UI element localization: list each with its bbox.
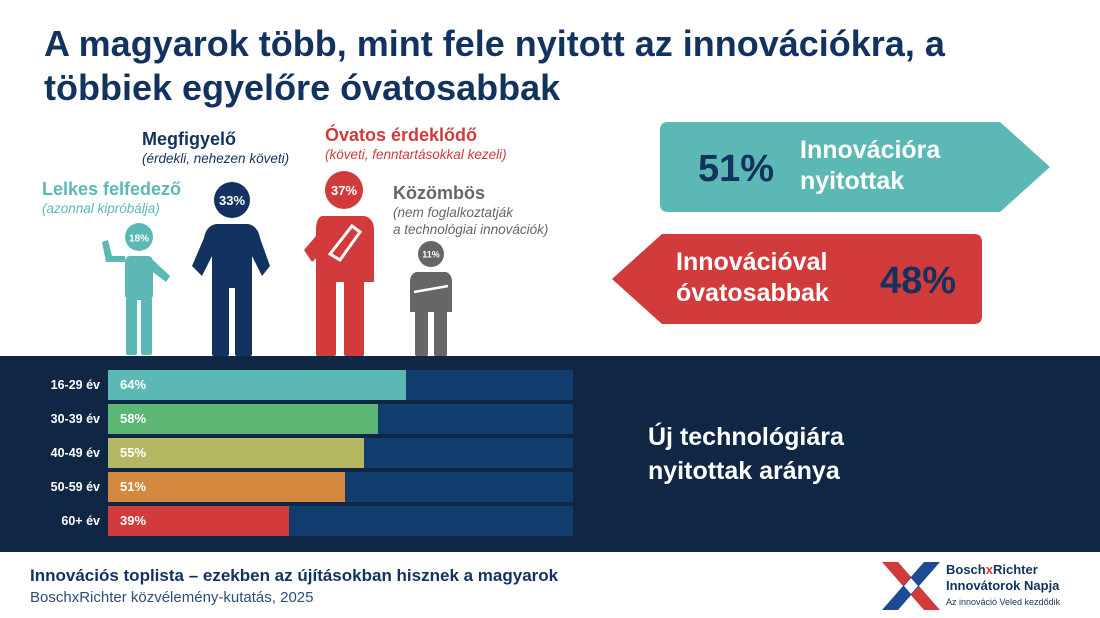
age-bar-value-label: 55% <box>120 445 147 460</box>
age-bar-fill <box>108 370 406 400</box>
cautious-share-arrow: Innovációval óvatosabbak 48% <box>612 234 982 324</box>
persona-desc: a technológiai innovációk) <box>393 222 549 237</box>
brand-logo: BoschxRichter Innovátorok Napja Az innov… <box>880 558 1090 614</box>
age-bar-fill <box>108 404 378 434</box>
age-bar-category: 50-59 év <box>50 480 100 494</box>
age-bar-fill <box>108 472 345 502</box>
age-bar-value-label: 39% <box>120 513 147 528</box>
persona-observer-label: Megfigyelő (érdekli, nehezen követi) <box>142 128 289 167</box>
age-bar-row: 40-49 év 55% <box>0 438 580 468</box>
persona-desc: (követi, fenntartásokkal kezeli) <box>325 147 507 162</box>
age-chart-label-line2: nyitottak aránya <box>648 457 840 485</box>
open-share-line1: Innovációra <box>800 136 941 164</box>
age-bar-category: 30-39 év <box>50 412 100 426</box>
cautious-figure-icon: 37% <box>304 171 374 356</box>
age-chart-band: 16-29 év 64% 30-39 év 58% 40-49 év 55% 50-59 é… <box>0 356 1100 552</box>
cautious-share-line1: Innovációval <box>676 248 828 276</box>
persona-pct: 18% <box>129 234 149 245</box>
persona-name: Megfigyelő <box>142 129 237 149</box>
open-share-arrow: 51% Innovációra nyitottak <box>660 122 1052 212</box>
persona-indifferent-label: Közömbös (nem foglalkoztatják a technoló… <box>393 182 548 238</box>
enthusiast-figure-icon: 18% <box>102 223 170 355</box>
age-bar-track: 64% <box>108 370 573 400</box>
age-bar-row: 16-29 év 64% <box>0 370 580 400</box>
age-chart-label: Új technológiára nyitottak aránya <box>648 420 844 488</box>
persona-desc: (azonnal kipróbálja) <box>42 201 160 216</box>
age-bar-value-label: 64% <box>120 377 147 392</box>
logo-line1: BoschxRichter <box>946 562 1038 577</box>
age-bar-category: 40-49 év <box>50 446 100 460</box>
age-bar-value-label: 51% <box>120 479 147 494</box>
page-title: A magyarok több, mint fele nyitott az in… <box>44 23 945 108</box>
persona-pct: 33% <box>219 193 245 208</box>
left-arrow-icon <box>612 234 982 324</box>
right-arrow-icon <box>660 122 1050 212</box>
age-bar-track: 39% <box>108 506 573 536</box>
persona-name: Lelkes felfedező <box>42 179 182 199</box>
open-share-pct: 51% <box>698 148 775 190</box>
age-bar-value-label: 58% <box>120 411 147 426</box>
observer-figure-icon: 33% <box>192 182 270 356</box>
age-bar-track: 51% <box>108 472 573 502</box>
persona-cautious-label: Óvatos érdeklődő (követi, fenntartásokka… <box>325 124 507 163</box>
footer-subtitle: BoschxRichter közvélemény-kutatás, 2025 <box>30 589 314 606</box>
age-bar-fill <box>108 506 289 536</box>
age-bar-category: 16-29 év <box>50 378 100 392</box>
age-bar-row: 30-39 év 58% <box>0 404 580 434</box>
age-bar-row: 50-59 év 51% <box>0 472 580 502</box>
age-bar-track: 58% <box>108 404 573 434</box>
age-chart-label-line1: Új technológiára <box>648 423 844 451</box>
persona-desc: (nem foglalkoztatják <box>393 205 514 220</box>
age-bar-fill <box>108 438 364 468</box>
persona-name: Óvatos érdeklődő <box>325 125 478 145</box>
persona-pct: 11% <box>422 250 440 260</box>
footer-title: Innovációs toplista – ezekben az újításo… <box>30 566 559 585</box>
persona-name: Közömbös <box>393 183 485 203</box>
cautious-share-pct: 48% <box>880 260 957 302</box>
cautious-share-line2: óvatosabbak <box>676 279 829 307</box>
persona-pct: 37% <box>331 183 357 198</box>
persona-enthusiast-label: Lelkes felfedező (azonnal kipróbálja) <box>42 178 181 217</box>
logo-line2: Innovátorok Napja <box>946 578 1060 593</box>
age-bar-track: 55% <box>108 438 573 468</box>
age-bar-category: 60+ év <box>61 514 100 528</box>
logo-tagline: Az innováció Veled kezdődik <box>946 597 1061 607</box>
open-share-line2: nyitottak <box>800 167 905 195</box>
indifferent-figure-icon: 11% <box>410 241 452 356</box>
age-bar-row: 60+ év 39% <box>0 506 580 536</box>
persona-desc: (érdekli, nehezen követi) <box>142 151 290 166</box>
x-logo-icon <box>882 562 940 610</box>
